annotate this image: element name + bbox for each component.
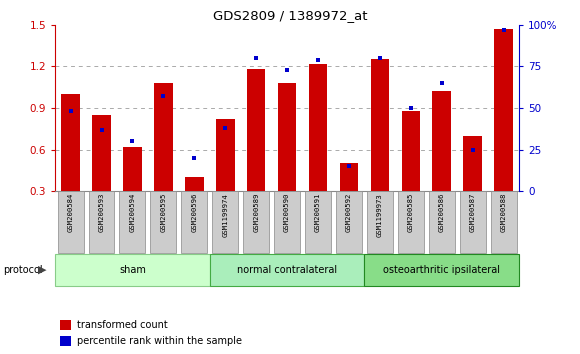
FancyBboxPatch shape — [57, 191, 84, 253]
FancyBboxPatch shape — [305, 191, 331, 253]
Text: transformed count: transformed count — [77, 320, 168, 330]
FancyBboxPatch shape — [274, 191, 300, 253]
Text: GSM200589: GSM200589 — [253, 193, 259, 232]
Text: osteoarthritic ipsilateral: osteoarthritic ipsilateral — [383, 265, 501, 275]
Bar — [433, 91, 451, 191]
FancyBboxPatch shape — [460, 191, 485, 253]
FancyBboxPatch shape — [429, 191, 455, 253]
Text: GSM200596: GSM200596 — [191, 193, 197, 232]
Bar — [463, 136, 482, 191]
Text: GSM1199974: GSM1199974 — [222, 193, 229, 237]
FancyBboxPatch shape — [398, 191, 424, 253]
Text: GSM200588: GSM200588 — [501, 193, 507, 232]
FancyBboxPatch shape — [182, 191, 207, 253]
FancyBboxPatch shape — [55, 254, 210, 286]
Bar — [494, 29, 513, 191]
Bar — [309, 64, 327, 191]
Bar — [247, 69, 266, 191]
FancyBboxPatch shape — [119, 191, 146, 253]
Bar — [371, 59, 389, 191]
Bar — [60, 320, 71, 330]
Text: GDS2809 / 1389972_at: GDS2809 / 1389972_at — [213, 9, 367, 22]
Text: GSM200591: GSM200591 — [315, 193, 321, 232]
FancyBboxPatch shape — [491, 191, 517, 253]
Text: sham: sham — [119, 265, 146, 275]
Bar — [60, 336, 71, 346]
Text: GSM200593: GSM200593 — [99, 193, 104, 232]
Bar — [340, 164, 358, 191]
FancyBboxPatch shape — [89, 191, 114, 253]
FancyBboxPatch shape — [150, 191, 176, 253]
Text: GSM200590: GSM200590 — [284, 193, 290, 232]
Bar — [185, 177, 204, 191]
Bar — [154, 83, 173, 191]
Bar — [216, 119, 234, 191]
Bar — [92, 115, 111, 191]
Text: GSM200594: GSM200594 — [129, 193, 136, 232]
Text: GSM200584: GSM200584 — [67, 193, 74, 232]
FancyBboxPatch shape — [336, 191, 362, 253]
Text: ▶: ▶ — [38, 265, 46, 275]
FancyBboxPatch shape — [367, 191, 393, 253]
Text: normal contralateral: normal contralateral — [237, 265, 337, 275]
FancyBboxPatch shape — [210, 254, 364, 286]
Bar — [61, 94, 80, 191]
Text: GSM200587: GSM200587 — [470, 193, 476, 232]
Bar — [278, 83, 296, 191]
Text: GSM200586: GSM200586 — [438, 193, 445, 232]
Text: protocol: protocol — [3, 265, 42, 275]
FancyBboxPatch shape — [243, 191, 269, 253]
FancyBboxPatch shape — [212, 191, 238, 253]
Text: GSM1199973: GSM1199973 — [377, 193, 383, 237]
Text: GSM200592: GSM200592 — [346, 193, 352, 232]
Text: GSM200595: GSM200595 — [160, 193, 166, 232]
FancyBboxPatch shape — [364, 254, 519, 286]
Text: GSM200585: GSM200585 — [408, 193, 414, 232]
Bar — [123, 147, 142, 191]
Text: percentile rank within the sample: percentile rank within the sample — [77, 336, 242, 346]
Bar — [401, 111, 420, 191]
